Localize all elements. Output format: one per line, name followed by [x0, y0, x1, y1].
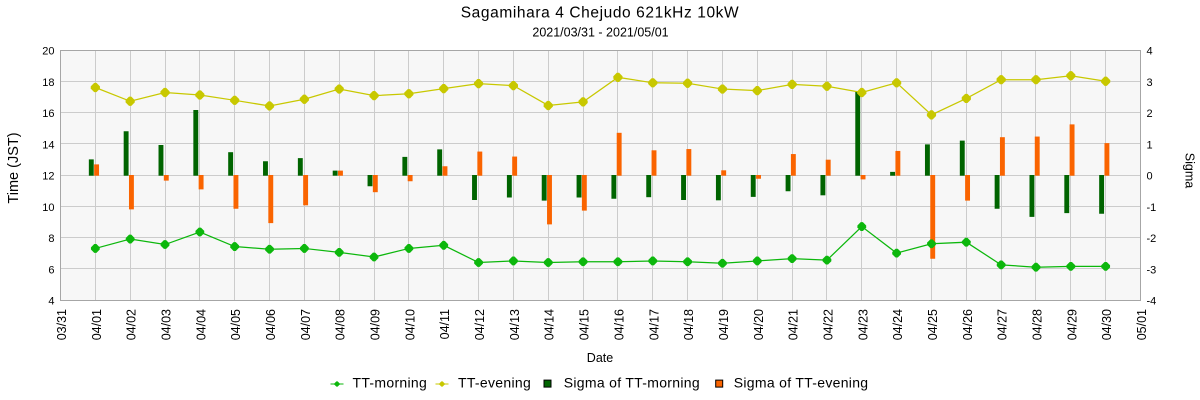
svg-text:3: 3 — [1147, 77, 1153, 89]
svg-text:04/01: 04/01 — [90, 309, 104, 340]
svg-text:4: 4 — [1147, 46, 1153, 58]
svg-text:6: 6 — [48, 264, 54, 276]
svg-text:10: 10 — [42, 202, 54, 214]
svg-text:20: 20 — [42, 46, 54, 58]
svg-text:Sagamihara 4 Chejudo 621kHz 10: Sagamihara 4 Chejudo 621kHz 10kW — [461, 5, 740, 22]
svg-text:04/30: 04/30 — [1100, 309, 1114, 340]
svg-text:04/18: 04/18 — [682, 309, 696, 340]
svg-text:04/29: 04/29 — [1065, 309, 1079, 340]
svg-text:04/10: 04/10 — [403, 309, 417, 340]
svg-text:04/11: 04/11 — [438, 309, 452, 339]
svg-text:Time (JST): Time (JST) — [6, 132, 22, 203]
svg-text:04/22: 04/22 — [821, 309, 835, 340]
svg-text:18: 18 — [42, 77, 54, 89]
svg-text:04/25: 04/25 — [926, 309, 940, 340]
svg-text:-2: -2 — [1147, 233, 1157, 245]
svg-text:04/23: 04/23 — [856, 309, 870, 340]
svg-text:04/06: 04/06 — [264, 309, 278, 340]
svg-text:04/15: 04/15 — [578, 309, 592, 340]
svg-text:04/17: 04/17 — [647, 309, 661, 340]
svg-text:04/28: 04/28 — [1030, 309, 1044, 340]
svg-text:04/13: 04/13 — [508, 309, 522, 340]
svg-text:14: 14 — [42, 139, 54, 151]
svg-text:0: 0 — [1147, 171, 1153, 183]
svg-text:Sigma of TT-evening: Sigma of TT-evening — [734, 374, 869, 390]
svg-text:8: 8 — [48, 233, 54, 245]
svg-text:TT-evening: TT-evening — [458, 374, 531, 390]
svg-text:16: 16 — [42, 108, 54, 120]
svg-text:04/12: 04/12 — [473, 309, 487, 340]
svg-text:12: 12 — [42, 171, 54, 183]
svg-text:-1: -1 — [1147, 202, 1157, 214]
svg-text:04/07: 04/07 — [299, 309, 313, 340]
svg-text:04/26: 04/26 — [961, 309, 975, 340]
svg-text:-3: -3 — [1147, 264, 1157, 276]
svg-text:4: 4 — [48, 296, 54, 308]
svg-text:04/20: 04/20 — [752, 309, 766, 340]
svg-text:04/24: 04/24 — [891, 309, 905, 340]
svg-text:1: 1 — [1147, 139, 1153, 151]
svg-text:04/04: 04/04 — [194, 309, 208, 340]
svg-text:03/31: 03/31 — [55, 309, 69, 340]
svg-text:Date: Date — [587, 351, 613, 365]
svg-text:Sigma of TT-morning: Sigma of TT-morning — [564, 374, 700, 390]
svg-text:04/02: 04/02 — [125, 309, 139, 340]
svg-text:Sigma: Sigma — [1183, 153, 1197, 188]
svg-text:04/03: 04/03 — [160, 309, 174, 340]
svg-text:05/01: 05/01 — [1135, 309, 1149, 340]
svg-text:04/21: 04/21 — [787, 309, 801, 340]
svg-text:04/09: 04/09 — [369, 309, 383, 340]
svg-text:04/16: 04/16 — [612, 309, 626, 340]
svg-text:04/08: 04/08 — [334, 309, 348, 340]
svg-text:2021/03/31 - 2021/05/01: 2021/03/31 - 2021/05/01 — [532, 26, 668, 40]
svg-text:04/14: 04/14 — [543, 309, 557, 340]
svg-text:04/05: 04/05 — [229, 309, 243, 340]
svg-text:2: 2 — [1147, 108, 1153, 120]
svg-text:04/19: 04/19 — [717, 309, 731, 340]
svg-text:04/27: 04/27 — [996, 309, 1010, 340]
svg-text:-4: -4 — [1147, 296, 1157, 308]
svg-text:TT-morning: TT-morning — [353, 374, 428, 390]
